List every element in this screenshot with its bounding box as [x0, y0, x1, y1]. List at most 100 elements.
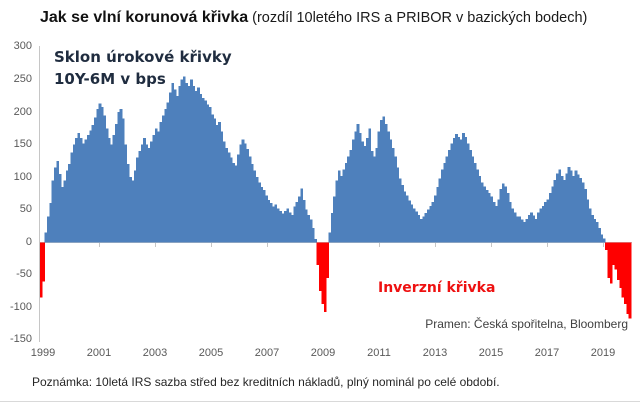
- positive-bar: [246, 149, 250, 243]
- positive-bar: [79, 138, 83, 243]
- positive-bar: [91, 125, 95, 243]
- positive-bar: [401, 185, 404, 243]
- inverted-curve-label: Inverzní křivka: [378, 280, 496, 296]
- negative-bar: [619, 242, 622, 288]
- x-tick-label: 2007: [254, 347, 280, 359]
- positive-bar: [586, 199, 590, 243]
- positive-bar: [497, 199, 500, 243]
- positive-bar: [302, 199, 306, 243]
- x-tick-label: 2019: [590, 347, 616, 359]
- x-tickmark: [491, 243, 492, 247]
- negative-bar: [326, 242, 329, 279]
- positive-bar: [518, 216, 522, 243]
- positive-bar: [539, 208, 543, 243]
- y-tick-label: 250: [13, 73, 32, 86]
- positive-bar: [553, 179, 557, 243]
- positive-bar: [351, 139, 355, 243]
- positive-bar: [424, 213, 428, 243]
- positive-bar: [330, 213, 334, 243]
- positive-bar: [260, 186, 264, 243]
- positive-bar: [208, 106, 212, 243]
- positive-bar: [579, 177, 583, 243]
- negative-bar: [42, 242, 45, 282]
- positive-bar: [312, 227, 315, 243]
- positive-bar: [131, 180, 135, 243]
- positive-bar: [527, 214, 531, 243]
- positive-bar: [513, 212, 517, 243]
- positive-bar: [143, 138, 146, 243]
- positive-bar: [384, 123, 388, 243]
- positive-bar: [588, 208, 592, 243]
- positive-bar: [105, 128, 109, 243]
- positive-bar: [269, 203, 273, 243]
- positive-bar: [598, 227, 601, 243]
- positive-bar: [548, 192, 552, 243]
- negative-bar: [616, 242, 620, 281]
- positive-bar: [286, 208, 289, 243]
- x-tickmark: [99, 243, 100, 247]
- positive-bar: [464, 136, 468, 243]
- positive-bar: [276, 208, 280, 243]
- positive-bar: [441, 169, 444, 243]
- positive-bar: [232, 162, 235, 243]
- positive-bar: [370, 151, 374, 243]
- positive-bar: [506, 192, 510, 243]
- y-tick-label: 300: [13, 40, 32, 53]
- positive-bar: [389, 139, 393, 243]
- positive-bar: [51, 180, 55, 243]
- positive-bar: [483, 186, 486, 243]
- positive-bar: [187, 86, 191, 243]
- positive-bar: [480, 182, 484, 243]
- positive-bar: [471, 156, 475, 243]
- positive-bar: [274, 204, 278, 243]
- positive-bar: [183, 76, 186, 243]
- positive-bar: [75, 138, 78, 243]
- positive-bar: [133, 170, 137, 243]
- positive-bar: [398, 178, 402, 243]
- positive-bar: [511, 208, 515, 243]
- positive-bar: [600, 234, 604, 243]
- positive-bar: [100, 106, 104, 243]
- positive-bar: [347, 156, 350, 243]
- positive-bar: [455, 134, 458, 243]
- y-tick-label: -100: [9, 300, 32, 313]
- positive-bar: [206, 104, 210, 243]
- x-tick-label: 2009: [310, 347, 336, 359]
- x-tick-label: 2011: [367, 347, 391, 359]
- positive-bar: [61, 186, 64, 243]
- positive-bar: [525, 218, 529, 243]
- positive-bar: [387, 131, 390, 243]
- positive-bar: [349, 149, 353, 243]
- positive-bar: [422, 216, 425, 243]
- positive-bar: [124, 144, 128, 243]
- y-tick-label: 100: [13, 170, 32, 183]
- positive-bar: [295, 201, 299, 243]
- positive-bar: [44, 232, 48, 243]
- positive-bar: [197, 87, 200, 243]
- positive-bar: [262, 190, 266, 243]
- positive-bar: [333, 196, 336, 243]
- positive-bar: [63, 180, 67, 243]
- positive-bar: [546, 199, 550, 243]
- positive-bar: [373, 156, 376, 243]
- positive-bar: [166, 102, 170, 243]
- positive-bar: [103, 115, 106, 243]
- negative-bar: [612, 242, 615, 266]
- y-tick-label: 0: [25, 235, 32, 248]
- positive-bar: [84, 139, 88, 243]
- positive-bar: [602, 238, 606, 243]
- positive-bar: [581, 182, 585, 243]
- y-tick-label: 150: [13, 138, 32, 151]
- x-tick-label: 2015: [478, 347, 504, 359]
- positive-bar: [112, 134, 116, 243]
- positive-bar: [199, 93, 203, 243]
- positive-bar: [354, 131, 357, 243]
- positive-bar: [562, 179, 566, 243]
- positive-bar: [300, 188, 303, 243]
- positive-bar: [70, 152, 74, 243]
- positive-bar: [244, 143, 247, 243]
- positive-bar: [448, 149, 451, 243]
- positive-bar: [185, 82, 189, 243]
- x-tickmark: [547, 243, 548, 247]
- positive-bar: [251, 164, 254, 243]
